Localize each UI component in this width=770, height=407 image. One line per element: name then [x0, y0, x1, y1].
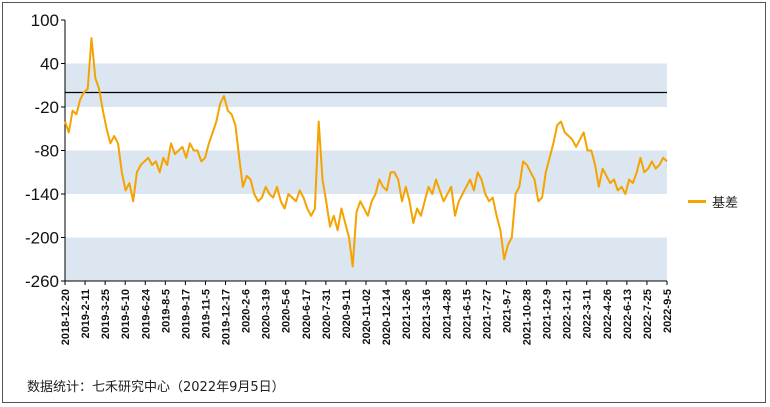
y-tick-label: 100 [31, 11, 59, 30]
x-tick-label: 2020-11-02 [361, 289, 373, 345]
x-tick-label: 2021-1-26 [401, 289, 413, 339]
series-line [64, 37, 668, 268]
grid-band [65, 150, 667, 194]
y-tick-label: -200 [25, 229, 59, 248]
y-tick-label: 40 [40, 55, 59, 74]
x-tick-label: 2021-7-27 [481, 289, 493, 339]
x-tick-label: 2022-9-5 [662, 289, 674, 333]
x-tick-label: 2021-10-28 [522, 289, 534, 345]
x-tick-label: 2020-3-19 [261, 289, 273, 339]
x-tick-label: 2021-3-16 [421, 289, 433, 339]
legend-label: 基差 [712, 196, 739, 211]
x-tick-label: 2019-11-5 [200, 289, 212, 339]
x-tick-label: 2022-7-25 [642, 289, 654, 339]
y-tick-label: -260 [25, 272, 59, 291]
x-tick-label: 2020-5-6 [281, 289, 293, 333]
x-tick-label: 2019-8-5 [160, 289, 172, 333]
x-tick-label: 2021-12-9 [542, 289, 554, 339]
x-tick-label: 2021-9-7 [501, 289, 513, 333]
x-tick-label: 2021-6-15 [461, 289, 473, 339]
grid-band [65, 63, 667, 107]
x-tick-label: 2019-6-24 [140, 288, 152, 339]
x-tick-label: 2019-9-17 [180, 289, 192, 339]
source-note: 数据统计：七禾研究中心（2022年9月5日） [27, 380, 285, 395]
x-tick-label: 2021-4-28 [441, 289, 453, 339]
legend-swatch [688, 200, 706, 203]
y-tick-label: -20 [34, 98, 59, 117]
y-tick-label: -140 [25, 185, 59, 204]
x-tick-label: 2020-2-6 [241, 289, 253, 333]
x-tick-label: 2022-6-13 [622, 289, 634, 339]
x-tick-label: 2020-12-14 [381, 288, 393, 345]
x-tick-label: 2020-6-17 [301, 289, 313, 339]
x-tick-label: 2022-4-26 [602, 289, 614, 339]
legend: 基差 [688, 192, 738, 211]
x-tick-label: 2019-2-11 [80, 289, 92, 339]
x-tick-label: 2019-3-25 [100, 289, 112, 339]
grid-band [65, 237, 667, 281]
x-tick-label: 2022-1-21 [562, 289, 574, 339]
x-tick-label: 2018-12-20 [60, 289, 72, 345]
y-tick-label: -80 [34, 142, 59, 161]
x-tick-label: 2020-9-11 [341, 289, 353, 339]
x-tick-label: 2020-7-31 [321, 289, 333, 339]
x-tick-label: 2022-3-11 [582, 289, 594, 339]
x-tick-label: 2019-12-17 [221, 289, 233, 345]
x-tick-label: 2019-5-10 [120, 289, 132, 339]
